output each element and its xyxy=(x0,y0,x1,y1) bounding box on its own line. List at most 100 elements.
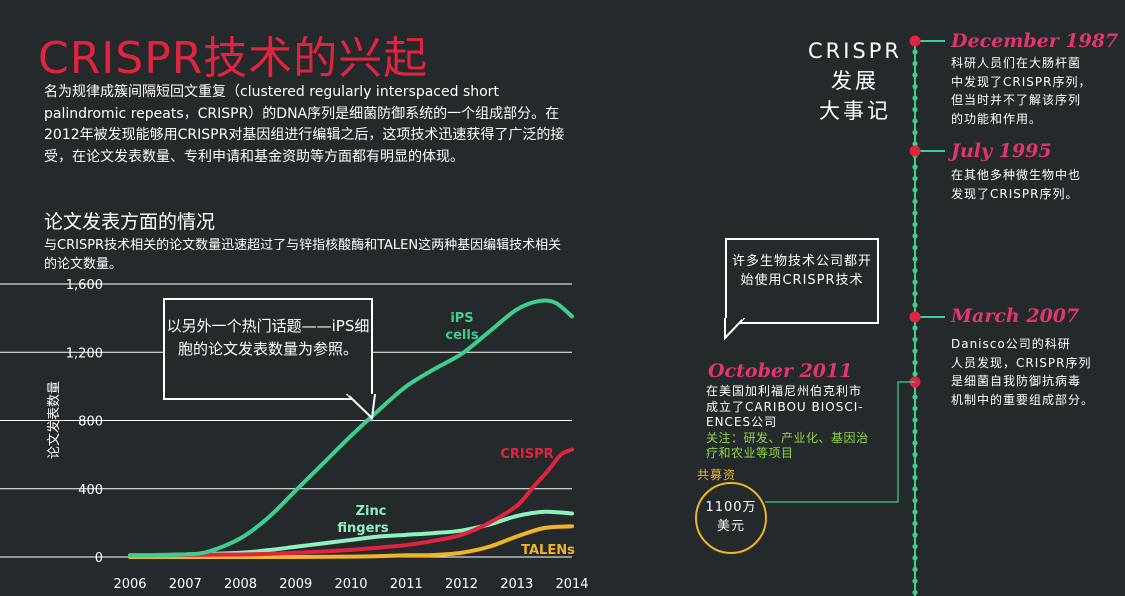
timeline-title: CRISPR 发展 大事记 xyxy=(800,36,910,126)
timeline-tick-dot xyxy=(912,256,918,262)
series-label: cells xyxy=(445,328,478,343)
publications-line-chart: 0 400 800 1,200 1,600 2006 2007 2008 2009 2010 201… xyxy=(0,278,589,592)
timeline-tick-dot xyxy=(912,221,918,228)
timeline-tick-dot xyxy=(912,83,918,90)
timeline-tick-dot xyxy=(912,463,918,469)
timeline-tick-dot xyxy=(912,486,918,492)
series-line-crispr xyxy=(128,447,574,558)
x-tick-label: 2007 xyxy=(169,577,202,592)
timeline-tick-dot xyxy=(912,394,918,400)
x-tick-label: 2006 xyxy=(113,577,146,592)
page-title: CRISPR技术的兴起 xyxy=(38,33,429,84)
y-tick-label: 400 xyxy=(78,483,103,498)
x-tick-label: 2008 xyxy=(224,577,257,592)
biotech-callout-box: 许多生物技术公司都开始使用CRISPR技术 xyxy=(725,238,879,324)
timeline-tick-dot xyxy=(912,348,918,354)
event-text-line: 是细菌自我防御抗病毒 xyxy=(951,374,1082,388)
event-date: July 1995 xyxy=(951,140,1052,162)
timeline-tick-dot xyxy=(912,474,918,481)
timeline-event-marker xyxy=(909,311,921,323)
x-tick-label: 2012 xyxy=(445,577,478,592)
timeline-tick-dot xyxy=(912,371,918,377)
timeline-tick-dot xyxy=(912,210,918,216)
timeline-tick-dot xyxy=(912,175,918,182)
timeline-tick-dot xyxy=(912,532,918,538)
x-tick-label: 2013 xyxy=(500,577,533,592)
y-tick-label: 0 xyxy=(95,551,103,566)
timeline-tick-dot xyxy=(912,589,918,596)
timeline-tick-dot xyxy=(912,451,918,458)
timeline-tick-dot xyxy=(912,290,918,297)
timeline-title-line: CRISPR xyxy=(807,39,903,63)
company-focus: 关注：研发、产业化、基因治 疗和农业等项目 xyxy=(706,431,869,461)
timeline-tick-dot xyxy=(912,359,918,366)
event-text-line: 人员发现，CRISPR序列 xyxy=(951,355,1092,370)
series-label: fingers xyxy=(337,521,388,536)
ips-callout-box: 以另外一个热门话题——iPS细胞的论文发表数量为参照。 xyxy=(163,298,373,400)
timeline-tick-dot xyxy=(912,60,918,67)
event-date: December 1987 xyxy=(951,30,1119,52)
biotech-callout-text: 许多生物技术公司都开始使用CRISPR技术 xyxy=(731,254,872,288)
x-tick-label: 2009 xyxy=(279,577,312,592)
timeline-tick-dot xyxy=(912,555,918,561)
intro-paragraph: 名为规律成簇间隔短回文重复（clustered regularly inters… xyxy=(44,84,565,165)
y-axis-label: 论文发表数量 xyxy=(46,381,62,459)
timeline-event-marker xyxy=(909,376,921,388)
biotech-callout-pointer xyxy=(724,318,746,341)
funding-label: 共募资 xyxy=(697,468,737,482)
timeline-tick-dot xyxy=(912,233,918,239)
timeline-tick-dot xyxy=(912,198,918,205)
timeline-tick-dot xyxy=(912,279,918,285)
section-description: 与CRISPR技术相关的论文数量迅速超过了与锌指核酸酶和TALEN这两种基因编辑… xyxy=(44,238,562,272)
timeline-tick-dot xyxy=(912,417,918,423)
timeline-title-line: 发展 xyxy=(831,69,879,93)
focus-line: 疗和农业等项目 xyxy=(706,446,794,460)
timeline-tick-dot xyxy=(912,440,918,446)
timeline-tick-dot xyxy=(912,244,918,251)
series-label: CRISPR xyxy=(500,447,553,462)
funding-circle: 1100万 美元 xyxy=(695,482,767,554)
timeline-tick-dot xyxy=(912,382,918,389)
timeline-tick-dot xyxy=(912,428,918,435)
event-text: 科研人员们在大肠杆菌 中发现了CRISPR序列， 但当时并不了解该序列 的功能和… xyxy=(951,54,1091,128)
timeline-tick-dot xyxy=(912,313,918,320)
timeline-tick-dot xyxy=(912,141,918,147)
y-tick-label: 1,200 xyxy=(66,346,103,361)
focus-line: 关注：研发、产业化、基因治 xyxy=(706,431,869,445)
event-date: March 2007 xyxy=(951,305,1080,327)
event-text-line: 成立了CARIBOU BIOSCI- xyxy=(706,399,864,414)
y-tick-label: 800 xyxy=(78,415,103,430)
event-text-line: Danisco公司的科研 xyxy=(951,337,1071,351)
event-text-line: 在美国加利福尼州伯克利市 xyxy=(706,384,863,398)
timeline-tick-dot xyxy=(912,129,918,136)
timeline-tick-dot xyxy=(912,106,918,113)
event-text-line: ENCES公司 xyxy=(706,415,778,429)
event-text-line: 机制中的重要组成部分。 xyxy=(951,392,1095,407)
series-line-talens xyxy=(128,524,574,560)
timeline-tick-dot xyxy=(912,302,918,308)
section-title: 论文发表方面的情况 xyxy=(44,211,216,233)
timeline-tick-dot xyxy=(912,267,918,274)
event-text-line: 但当时并不了解该序列 xyxy=(951,93,1082,107)
series-label: TALENs xyxy=(521,543,575,558)
funding-amount: 1100万 xyxy=(705,500,757,515)
series-label: Zinc xyxy=(356,504,387,519)
timeline-tick-dot xyxy=(912,49,918,55)
x-tick-label: 2014 xyxy=(555,577,588,592)
event-text-line: 的功能和作用。 xyxy=(951,111,1043,126)
event-text-line: 科研人员们在大肠杆菌 xyxy=(951,56,1082,70)
funding-unit: 美元 xyxy=(716,519,745,534)
ips-callout-pointer xyxy=(345,394,377,421)
timeline-tick-dot xyxy=(912,578,918,584)
timeline-tick-dot xyxy=(912,72,918,78)
series-line-zinc-fingers xyxy=(128,509,574,558)
timeline-tick-dot xyxy=(912,118,918,124)
y-tick-label: 1,600 xyxy=(66,278,103,293)
event-text: 在其他多种微生物中也 发现了CRISPR序列。 xyxy=(951,166,1081,203)
timeline-event-marker xyxy=(909,145,921,157)
event-date: October 2011 xyxy=(708,360,853,382)
event-text: Danisco公司的科研 人员发现，CRISPR序列 是细菌自我防御抗病毒 机制… xyxy=(951,335,1094,409)
series-label: iPS xyxy=(450,311,473,326)
timeline-tick-dot xyxy=(912,543,918,550)
series-line-ips-cells xyxy=(128,298,574,558)
